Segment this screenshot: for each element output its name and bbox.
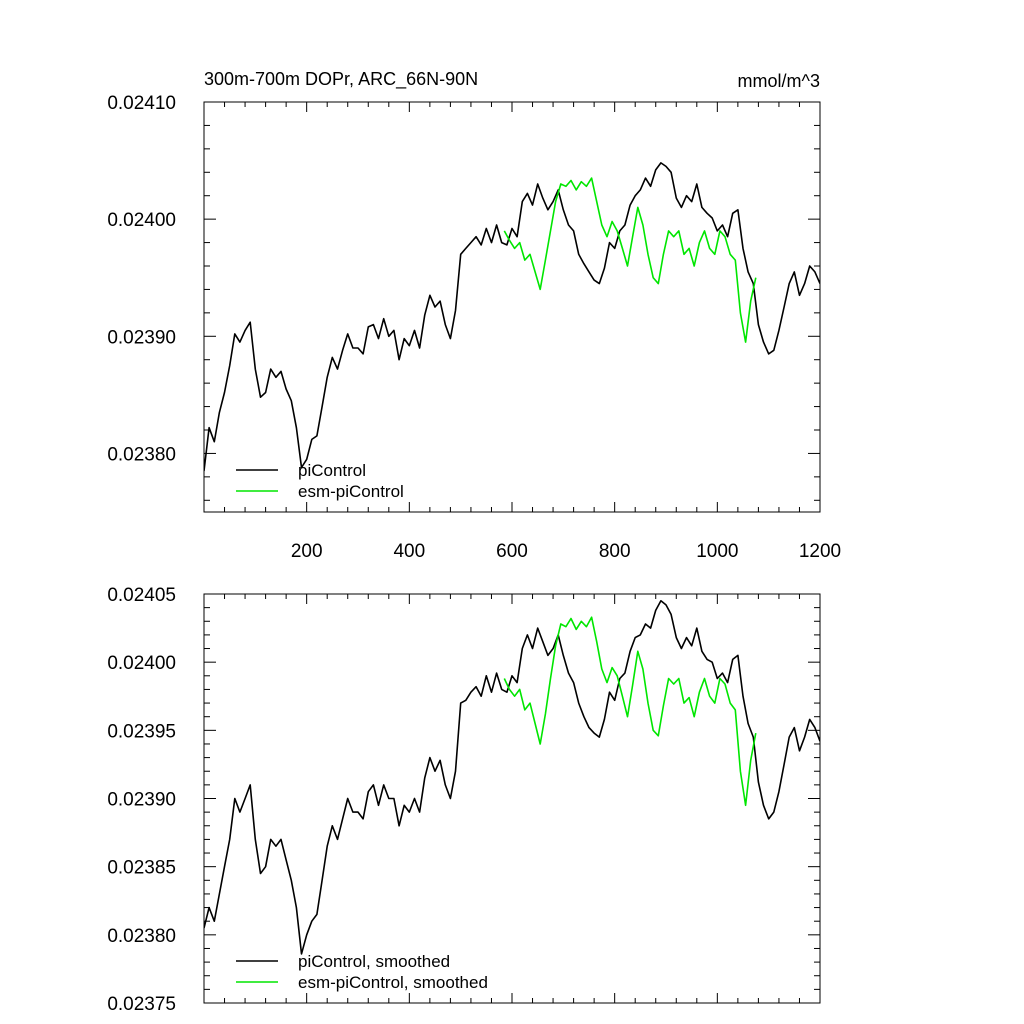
y-tick-label: 0.02380 xyxy=(107,926,176,947)
y-tick-label: 0.02400 xyxy=(107,653,176,674)
x-tick-label: 200 xyxy=(291,541,323,562)
y-tick-label: 0.02400 xyxy=(107,210,176,231)
y-tick-label: 0.02410 xyxy=(107,93,176,114)
x-tick-label: 1000 xyxy=(696,541,738,562)
x-tick-label: 800 xyxy=(599,541,631,562)
series-line-picontrol xyxy=(204,162,820,472)
plot-frame xyxy=(203,101,821,513)
legend-label: piControl xyxy=(298,461,366,480)
y-tick-label: 0.02405 xyxy=(107,585,176,606)
plot-frame xyxy=(203,593,821,1004)
y-tick-label: 0.02390 xyxy=(107,790,176,811)
y-tick-label: 0.02375 xyxy=(107,994,176,1015)
legend-label: piControl, smoothed xyxy=(298,952,450,971)
series-line-esm-picontrol-smoothed xyxy=(503,616,757,807)
panel-bottom: 0.02375 0.02380 0.02385 0.02390 0.02395 0.024… xyxy=(107,585,821,1015)
x-tick-label: 400 xyxy=(393,541,425,562)
y-tick-label: 0.02385 xyxy=(107,858,176,879)
series-line-picontrol-smoothed xyxy=(204,599,820,955)
legend-label: esm-piControl, smoothed xyxy=(298,973,488,992)
y-tick-label: 0.02395 xyxy=(107,721,176,742)
y-tick-label: 0.02390 xyxy=(107,327,176,348)
x-tick-label: 1200 xyxy=(799,541,841,562)
units-label: mmol/m^3 xyxy=(738,71,820,91)
legend-label: esm-piControl xyxy=(298,482,404,501)
y-tick-label: 0.02380 xyxy=(107,444,176,465)
x-tick-label: 600 xyxy=(496,541,528,562)
panel-top: 200 400 600 800 1000 1200 0.02380 0.02390 0.0240… xyxy=(107,93,841,562)
chart-title: 300m-700m DOPr, ARC_66N-90N xyxy=(204,69,478,90)
series-line-esm-picontrol xyxy=(503,177,757,343)
